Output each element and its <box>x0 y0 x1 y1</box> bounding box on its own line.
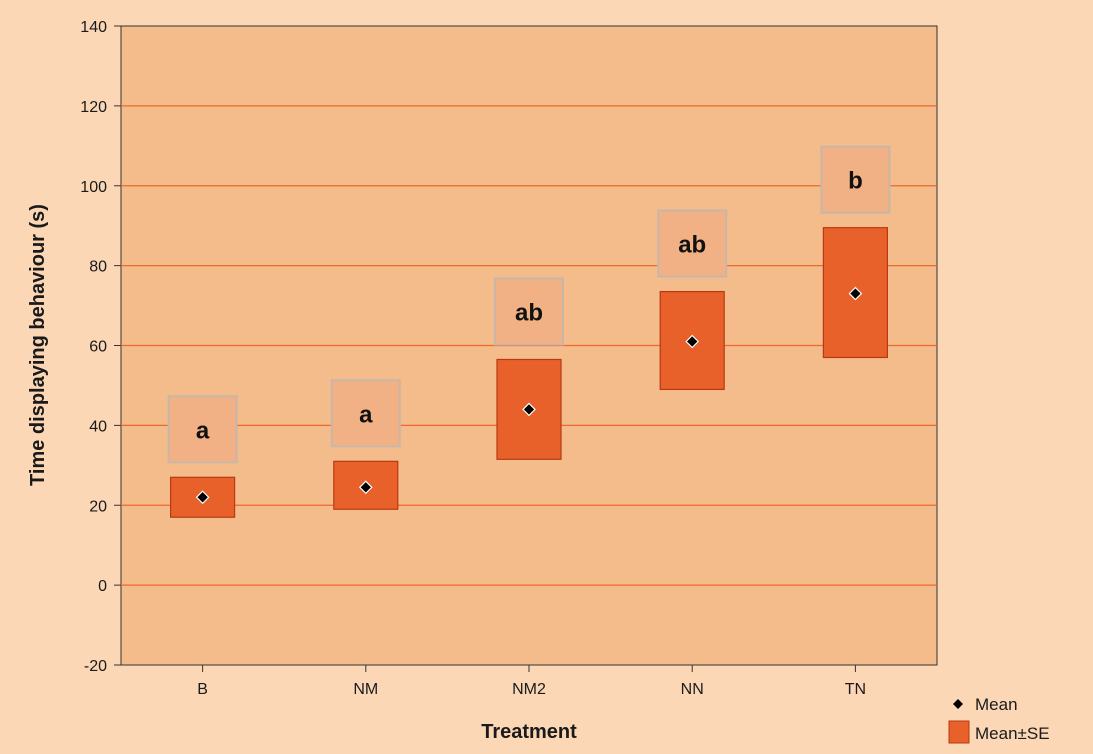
y-tick-label: 80 <box>89 259 107 276</box>
y-tick-label: 0 <box>98 578 107 595</box>
mean-marker <box>685 334 700 349</box>
y-tick-label: 40 <box>89 418 107 435</box>
significance-label-box <box>167 395 238 464</box>
mean-markers <box>195 286 863 505</box>
x-tick-label: NM2 <box>512 681 546 698</box>
x-tick-label: NN <box>681 681 704 698</box>
significance-label: ab <box>678 232 706 259</box>
mean-marker <box>358 480 373 495</box>
y-tick-label: -20 <box>84 658 107 675</box>
legend-se-label: Mean±SE <box>975 724 1050 743</box>
legend-mean-marker <box>953 699 963 709</box>
x-tick-label: B <box>197 681 208 698</box>
significance-label-box <box>657 209 728 278</box>
mean-marker <box>848 286 863 301</box>
y-tick-label: 20 <box>89 498 107 515</box>
y-axis-title: Time displaying behaviour (s) <box>27 204 49 486</box>
significance-label-box <box>494 277 564 346</box>
significance-label: b <box>848 168 863 195</box>
y-tick-label: 60 <box>89 339 107 356</box>
significance-label-box <box>820 145 891 214</box>
legend-mean-label: Mean <box>975 695 1018 714</box>
legend: Mean Mean±SE <box>948 695 1050 744</box>
y-tick-label: 140 <box>80 19 107 36</box>
se-box <box>822 227 889 359</box>
mean-marker <box>195 490 210 505</box>
significance-label: ab <box>515 299 543 326</box>
mean-marker <box>522 402 536 417</box>
y-tick-label: 100 <box>80 179 107 196</box>
x-axis-title: Treatment <box>481 721 577 743</box>
x-tick-label: NM <box>353 681 378 698</box>
se-boxes <box>170 227 889 518</box>
y-tick-label: 120 <box>80 99 107 116</box>
significance-labels: a a ab ab b <box>167 145 891 464</box>
significance-label: a <box>196 417 210 444</box>
x-axis-ticks: B NM NM2 NN TN <box>197 665 866 698</box>
significance-label-box <box>330 379 401 448</box>
significance-label: a <box>359 401 373 428</box>
y-axis-ticks: -20 0 20 40 60 80 100 120 140 <box>80 19 121 675</box>
x-tick-label: TN <box>845 681 866 698</box>
legend-se-box <box>948 720 970 744</box>
gridlines <box>121 105 937 586</box>
